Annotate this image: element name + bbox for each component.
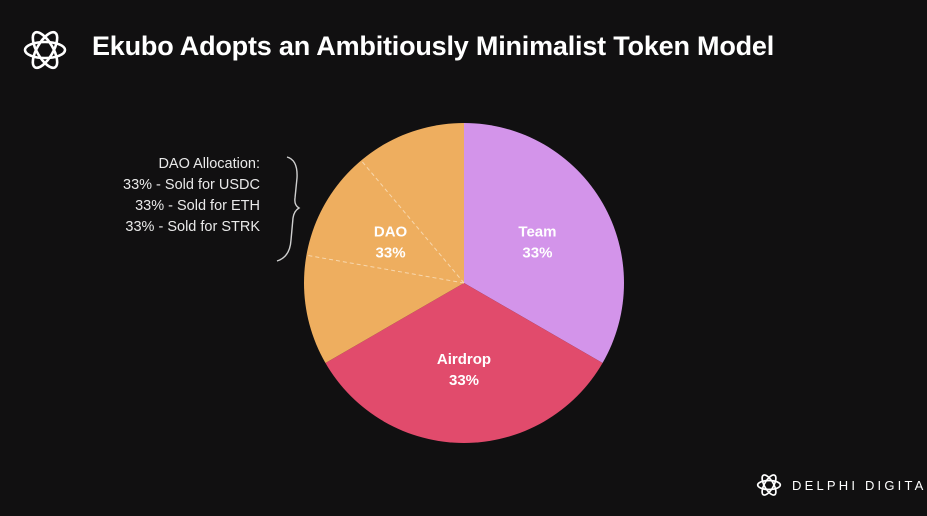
pie-slices bbox=[304, 123, 624, 443]
dao-note-title: DAO Allocation: bbox=[158, 156, 260, 172]
slice-label: Team bbox=[518, 224, 556, 241]
slice-label: DAO bbox=[374, 224, 408, 241]
slice-value-label: 33% bbox=[449, 372, 479, 389]
dao-note-line: 33% - Sold for ETH bbox=[135, 198, 260, 214]
footer-brand-text: DELPHI DIGITAL bbox=[792, 477, 927, 493]
footer-brand: DELPHI DIGITAL bbox=[756, 470, 927, 500]
annotation-brace bbox=[276, 156, 301, 262]
pie-labels: Team 33% Airdrop 33% DAO 33% bbox=[374, 224, 557, 389]
dao-note-line: 33% - Sold for USDC bbox=[123, 177, 260, 193]
pie-slice-dao bbox=[304, 123, 464, 363]
pie-slice-team bbox=[464, 123, 624, 363]
delphi-logo-icon bbox=[756, 474, 782, 496]
slice-label: Airdrop bbox=[437, 351, 491, 368]
slice-value-label: 33% bbox=[376, 245, 406, 262]
dao-note-line: 33% - Sold for STRK bbox=[125, 219, 260, 235]
dao-divider-line bbox=[360, 160, 465, 284]
slice-value-label: 33% bbox=[522, 245, 552, 262]
pie-slice-airdrop bbox=[325, 283, 603, 443]
dao-divider-line bbox=[306, 254, 465, 284]
delphi-logo-icon bbox=[23, 30, 67, 70]
page-title: Ekubo Adopts an Ambitiously Minimalist T… bbox=[92, 31, 775, 61]
dao-dividers bbox=[306, 160, 465, 284]
dao-allocation-note: DAO Allocation: 33% - Sold for USDC 33% … bbox=[100, 154, 260, 238]
